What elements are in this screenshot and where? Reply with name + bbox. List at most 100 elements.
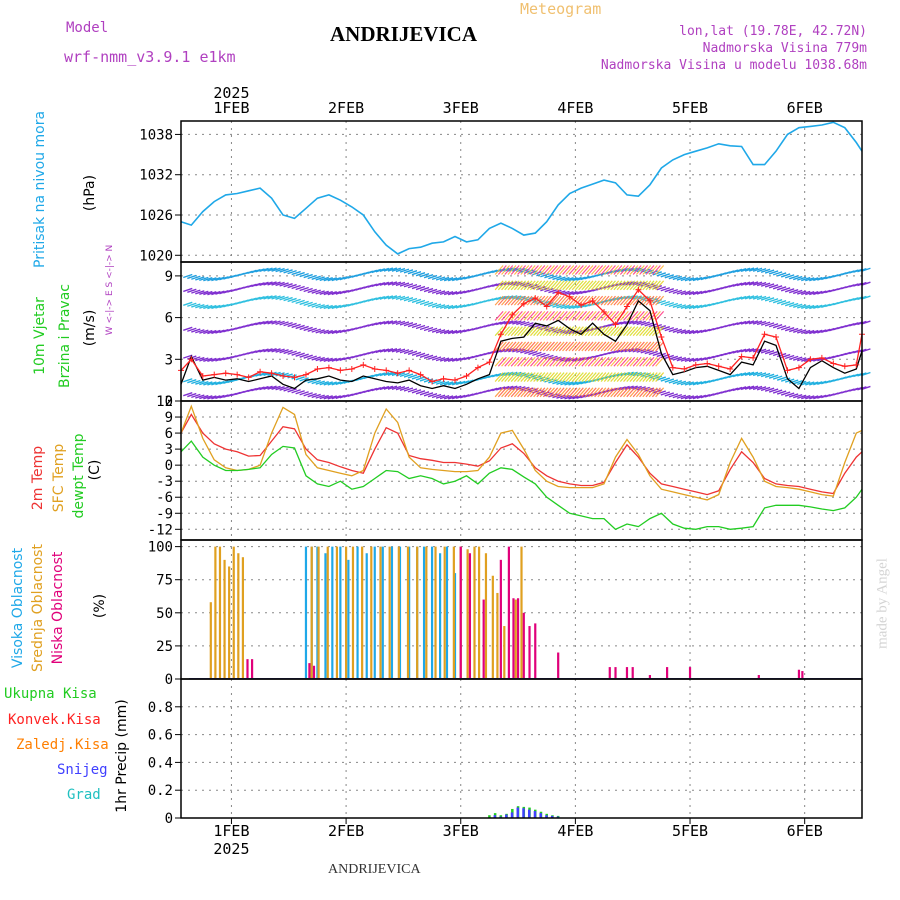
wind-barb: [672, 328, 683, 333]
wind-barb: [590, 280, 600, 291]
wind-barb: [510, 356, 520, 367]
top-date-tick-label: 6FEB: [787, 99, 823, 117]
wind-barb: [639, 387, 649, 398]
wind-barb: [187, 392, 197, 398]
wind-barb: [383, 320, 394, 325]
legend-grad: Grad: [67, 787, 101, 803]
wind-barb: [788, 327, 799, 333]
wind-barb: [594, 341, 604, 352]
wind-barb: [578, 341, 588, 352]
wind-barb: [431, 356, 442, 361]
wind-barb: [640, 321, 650, 326]
cloud-side-label-1: Visoka Oblacnost: [10, 547, 26, 669]
wind-barb: [635, 280, 645, 291]
wind-barb: [552, 280, 562, 291]
wind-barb: [546, 341, 555, 352]
wind-barb: [792, 380, 803, 385]
wind-barb: [403, 373, 414, 378]
wind-barb: [191, 328, 201, 333]
wind-barb: [427, 302, 438, 308]
wind-barb: [556, 380, 566, 385]
wind-barb: [319, 357, 329, 362]
wind-barb: [443, 357, 454, 362]
wind-barb: [303, 287, 313, 293]
niska-oblacnost-bar: [534, 623, 537, 679]
visoka-oblacnost-bar: [398, 546, 402, 679]
wind-barb: [267, 295, 277, 300]
wind-barb: [439, 276, 450, 282]
wind-barb: [764, 283, 775, 288]
wind-barb: [529, 341, 539, 352]
wind-barb: [323, 357, 333, 362]
wind-barb: [672, 380, 683, 385]
wind-barb: [528, 350, 538, 356]
wind-barb: [548, 274, 558, 280]
wind-barb: [211, 381, 221, 386]
wind-barb: [520, 321, 530, 326]
wind-barb: [784, 302, 795, 307]
gust-point: [738, 353, 745, 360]
wind-barb: [195, 276, 205, 281]
visoka-oblacnost-bar: [373, 546, 376, 679]
bottom-date-tick-label: 2FEB: [328, 822, 364, 840]
wind-barb: [443, 381, 454, 386]
wind-barb: [507, 341, 517, 352]
wind-compass-label: W <-|-> E S <-|-> N: [105, 244, 115, 336]
wind-barb: [199, 276, 209, 282]
wind-barb: [544, 354, 554, 360]
wind-barb: [613, 265, 623, 275]
srednja-oblacnost-bar: [514, 599, 517, 679]
wind-barb: [523, 356, 533, 367]
wind-barb: [435, 304, 446, 309]
wind-barb: [632, 341, 642, 352]
wind-barb: [497, 387, 507, 398]
wind-barb: [211, 276, 221, 282]
wind-barb: [536, 280, 546, 291]
wind-barb: [571, 280, 581, 291]
wind-barb: [623, 310, 632, 321]
bottom-date-tick-label: 1FEB: [213, 822, 249, 840]
wind-barb: [427, 327, 438, 333]
wind-barb: [623, 387, 632, 398]
wind-barb: [565, 387, 575, 398]
wind-barb: [455, 380, 466, 386]
wind-barb: [195, 304, 205, 309]
snijeg-bar: [539, 813, 542, 818]
wind-barb: [648, 310, 658, 321]
wind-barb: [636, 320, 646, 326]
wind-barb: [736, 281, 747, 287]
wind-barb: [263, 295, 273, 300]
wind-barb: [501, 280, 510, 291]
wind-barb: [664, 378, 675, 383]
wind-barb: [607, 265, 616, 275]
wind-barb: [760, 268, 771, 273]
wind-barb: [379, 281, 390, 286]
wind-barb: [552, 295, 562, 306]
wind-barb: [513, 265, 523, 275]
wind-barb: [692, 276, 703, 282]
wind-barb: [379, 385, 390, 391]
wind-barb: [597, 341, 607, 352]
wind-barb: [501, 372, 510, 382]
wind-barb: [415, 352, 426, 357]
gust-point: [578, 302, 585, 309]
y-tick-label: 0.2: [148, 783, 173, 799]
niska-oblacnost-bar: [625, 667, 629, 679]
wind-barb: [526, 326, 536, 337]
tick-label-layer: 10201026103210380369-12-9-6-303691202550…: [139, 84, 822, 858]
wind-barb: [283, 349, 293, 355]
wind-barb: [788, 275, 799, 280]
wind-barb: [540, 273, 550, 278]
wind-barb: [195, 290, 205, 295]
snijeg-bar: [516, 807, 520, 818]
wind-barb: [399, 296, 410, 301]
snijeg-bar: [533, 811, 537, 818]
wind-barb: [565, 265, 575, 275]
wind-barb: [788, 379, 799, 384]
srednja-oblacnost-bar: [241, 557, 245, 679]
wind-barb: [195, 356, 205, 362]
niska-oblacnost-bar: [648, 675, 652, 679]
wind-barb: [533, 387, 543, 398]
wind-barb: [572, 290, 582, 296]
wind-barb: [644, 322, 654, 327]
